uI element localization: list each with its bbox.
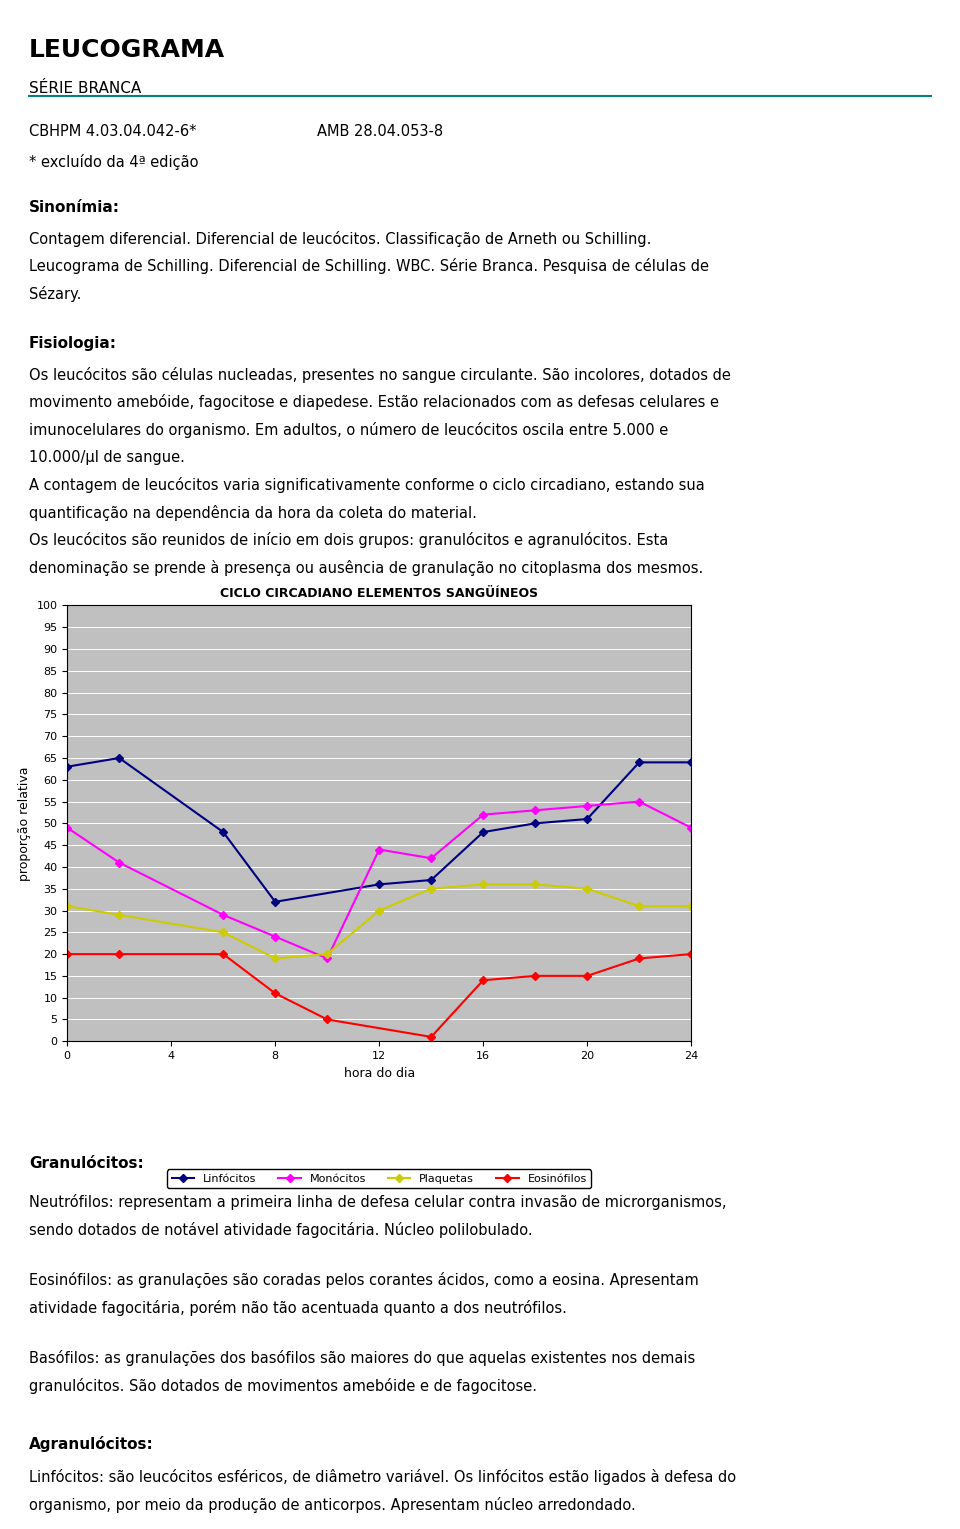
Text: Granulócitos:: Granulócitos: xyxy=(29,1156,144,1171)
X-axis label: hora do dia: hora do dia xyxy=(344,1067,415,1079)
Text: denominação se prende à presença ou ausência de granulação no citoplasma dos mes: denominação se prende à presença ou ausê… xyxy=(29,560,703,575)
Title: CICLO CIRCADIANO ELEMENTOS SANGÜÍNEOS: CICLO CIRCADIANO ELEMENTOS SANGÜÍNEOS xyxy=(220,587,539,601)
Text: organismo, por meio da produção de anticorpos. Apresentam núcleo arredondado.: organismo, por meio da produção de antic… xyxy=(29,1497,636,1512)
Text: imunocelulares do organismo. Em adultos, o número de leucócitos oscila entre 5.0: imunocelulares do organismo. Em adultos,… xyxy=(29,422,668,437)
Text: CBHPM 4.03.04.042-6*: CBHPM 4.03.04.042-6* xyxy=(29,124,196,139)
Text: Agranulócitos:: Agranulócitos: xyxy=(29,1436,154,1451)
Text: Eosinófilos: as granulações são coradas pelos corantes ácidos, como a eosina. Ap: Eosinófilos: as granulações são coradas … xyxy=(29,1272,699,1287)
Text: sendo dotados de notável atividade fagocitária. Núcleo polilobulado.: sendo dotados de notável atividade fagoc… xyxy=(29,1222,533,1237)
Text: 10.000/µl de sangue.: 10.000/µl de sangue. xyxy=(29,450,184,465)
Text: Os leucócitos são células nucleadas, presentes no sangue circulante. São incolor: Os leucócitos são células nucleadas, pre… xyxy=(29,367,731,382)
Text: * excluído da 4ª edição: * excluído da 4ª edição xyxy=(29,154,199,170)
Text: A contagem de leucócitos varia significativamente conforme o ciclo circadiano, e: A contagem de leucócitos varia significa… xyxy=(29,477,705,492)
Text: Sézary.: Sézary. xyxy=(29,286,82,301)
Text: Neutrófilos: representam a primeira linha de defesa celular contra invasão de mi: Neutrófilos: representam a primeira linh… xyxy=(29,1194,727,1209)
Text: SÉRIE BRANCA: SÉRIE BRANCA xyxy=(29,81,141,96)
Text: Fisiologia:: Fisiologia: xyxy=(29,336,117,352)
Legend: Linfócitos, Monócitos, Plaquetas, Eosinófilos: Linfócitos, Monócitos, Plaquetas, Eosinó… xyxy=(167,1170,591,1188)
Text: quantificação na dependência da hora da coleta do material.: quantificação na dependência da hora da … xyxy=(29,505,477,520)
Text: Leucograma de Schilling. Diferencial de Schilling. WBC. Série Branca. Pesquisa d: Leucograma de Schilling. Diferencial de … xyxy=(29,258,708,274)
Text: Sinonímia:: Sinonímia: xyxy=(29,200,120,216)
Text: movimento amebóide, fagocitose e diapedese. Estão relacionados com as defesas ce: movimento amebóide, fagocitose e diapede… xyxy=(29,394,719,410)
Text: Os leucócitos são reunidos de início em dois grupos: granulócitos e agranulócito: Os leucócitos são reunidos de início em … xyxy=(29,532,668,547)
Text: granulócitos. São dotados de movimentos amebóide e de fagocitose.: granulócitos. São dotados de movimentos … xyxy=(29,1378,537,1393)
Text: LEUCOGRAMA: LEUCOGRAMA xyxy=(29,38,225,63)
Text: AMB 28.04.053-8: AMB 28.04.053-8 xyxy=(317,124,443,139)
Text: Basófilos: as granulações dos basófilos são maiores do que aquelas existentes no: Basófilos: as granulações dos basófilos … xyxy=(29,1350,695,1365)
Text: Linfócitos: são leucócitos esféricos, de diâmetro variável. Os linfócitos estão : Linfócitos: são leucócitos esféricos, de… xyxy=(29,1469,736,1485)
Text: Contagem diferencial. Diferencial de leucócitos. Classificação de Arneth ou Schi: Contagem diferencial. Diferencial de leu… xyxy=(29,231,651,246)
Y-axis label: proporção relativa: proporção relativa xyxy=(18,766,31,881)
Text: atividade fagocitária, porém não tão acentuada quanto a dos neutrófilos.: atividade fagocitária, porém não tão ace… xyxy=(29,1300,566,1315)
